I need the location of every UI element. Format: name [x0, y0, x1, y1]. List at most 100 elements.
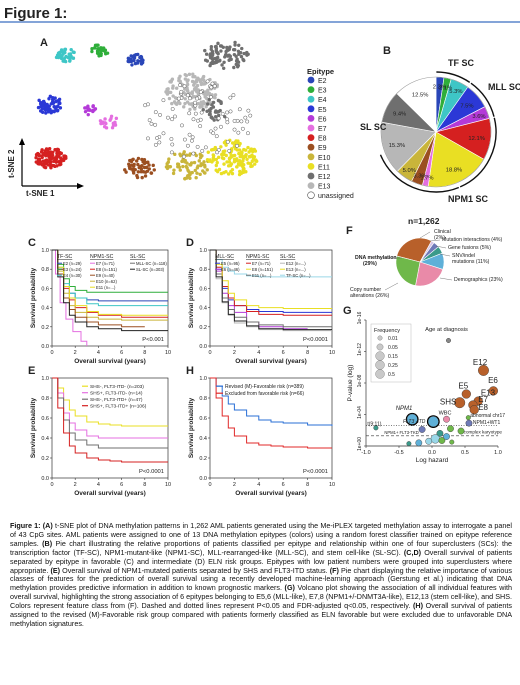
panD-curve-7	[210, 249, 332, 331]
feature-class-pie: DNA methylation(29%) Clinical(2%)Mutation…	[350, 229, 503, 299]
pie-f-label-6: Copy number	[350, 287, 381, 293]
tsne-point-e10	[195, 171, 199, 175]
tsne-point-e12	[232, 52, 237, 57]
tsne-point-e2	[130, 63, 134, 67]
tsne-point-e11	[226, 172, 231, 176]
tsne-point-e10	[205, 168, 209, 172]
tsne-point-e8	[53, 147, 57, 152]
panE-xtick-label: 6	[120, 482, 123, 488]
tsne-point-unassigned	[170, 107, 175, 111]
tsne-point-e12	[217, 59, 222, 63]
legend-swatch-e7	[307, 124, 315, 132]
tsne-point-unassigned	[153, 142, 158, 147]
tsne-point-e8	[47, 155, 52, 160]
tsne-point-e8	[40, 148, 44, 152]
tsne-point-unassigned	[179, 123, 184, 128]
group-tf-sc: TF SC	[448, 58, 474, 68]
tsne-point-e4	[69, 47, 73, 52]
tsne-point-e12	[223, 114, 227, 119]
tsne-point-unassigned	[227, 148, 232, 153]
pie-f-leader-1	[419, 231, 431, 239]
tsne-point-e13	[192, 81, 197, 85]
panC-curve-0	[52, 249, 88, 346]
volcano-point-0	[446, 338, 451, 343]
tsne-point-e12	[228, 57, 232, 62]
volcano-label-15: NPM1+ FLT3-TKD	[384, 430, 418, 435]
panh-legend-label-1: Excluded from favorable risk (n=66)	[225, 391, 304, 397]
tsne-point-unassigned	[166, 115, 170, 120]
legend-label-e10: E10	[318, 155, 331, 162]
legend-label-e6: E6	[318, 116, 327, 123]
volcano-label-13: complex karyotype	[464, 429, 503, 434]
panC-frame	[51, 249, 169, 347]
tsne-point-e12	[211, 100, 216, 105]
legend-label-e12: E12	[318, 174, 331, 181]
volcano-label-11: abnormal chr17	[470, 413, 505, 419]
legend-label-e4: E4	[318, 97, 327, 104]
figure-title: Figure 1:	[4, 5, 67, 22]
panD-frame	[209, 249, 333, 347]
panC-ytick-label: 0.8	[41, 267, 49, 273]
tsne-point-unassigned	[215, 150, 219, 155]
tsne-point-unassigned	[147, 118, 152, 123]
tsne-point-unassigned	[200, 148, 205, 153]
tsne-point-unassigned	[153, 122, 158, 127]
pie-f-slice-5	[415, 261, 444, 287]
tsne-point-e11	[230, 167, 235, 172]
panD-curve-0	[210, 249, 332, 278]
tsne-point-unassigned	[213, 126, 218, 131]
volcano-point-21	[415, 439, 423, 447]
pie-b-slice-label-1: 2.1%	[439, 86, 452, 92]
panC-ytick-label: 0.6	[41, 286, 49, 292]
panC-ytick-label: 1.0	[41, 248, 49, 254]
caption-f-label: (F)	[329, 565, 339, 575]
panD-xtick-label: 4	[257, 350, 260, 356]
tsne-point-e7	[99, 121, 103, 126]
tsne-point-unassigned	[228, 109, 233, 114]
tsne-point-e8	[61, 158, 66, 163]
tsne-point-e9	[129, 167, 134, 171]
tsne-point-e3	[90, 47, 94, 51]
tsne-point-e10	[172, 168, 176, 172]
pand-legend-header-1: NPM1-SC	[246, 254, 270, 260]
tsne-point-e8	[49, 150, 53, 154]
panE-ytick-label: 0.4	[41, 436, 49, 442]
volcano-label-2: E6	[488, 376, 498, 385]
pie-b-slice-label-2: 5.3%	[449, 89, 462, 95]
tsne-point-unassigned	[225, 139, 230, 144]
tsne-point-e12	[210, 53, 214, 58]
tsne-point-e12	[233, 40, 237, 45]
panE-curve-3	[52, 377, 168, 463]
panH-xtick-label: 2	[233, 482, 236, 488]
tsne-point-e6	[86, 104, 90, 108]
tsne-point-e8	[55, 151, 59, 155]
panc-legend-header-1: NPM1-SC	[90, 254, 114, 260]
tsne-point-e4	[56, 54, 61, 59]
volcano-point-16	[436, 430, 444, 437]
pand-legend-label-4: E11 (n=...)	[252, 273, 272, 278]
tsne-point-e12	[221, 66, 226, 71]
tsne-point-e11	[217, 167, 222, 172]
panC-xtick-label: 10	[165, 350, 171, 356]
tsne-point-e12	[241, 57, 245, 62]
tsne-point-e12	[220, 63, 224, 67]
tsne-point-e11	[214, 163, 219, 168]
tsne-point-e12	[214, 46, 219, 51]
pand-legend-label-7: TF-SC (n=...)	[286, 273, 311, 278]
tsne-xlabel: t-SNE 1	[26, 189, 55, 198]
tsne-point-e4	[68, 52, 73, 56]
tsne-point-e12	[238, 51, 243, 55]
panC-ytick-label: 0.4	[41, 306, 49, 312]
volcano-label-5: E13	[481, 389, 496, 398]
panH-curve-1	[210, 377, 332, 449]
pie-b-slice-label-8: 3.3%	[413, 174, 426, 180]
caption-cd-label: (C,D)	[403, 547, 422, 557]
tsne-point-e10	[198, 172, 202, 177]
figure-caption: Figure 1: (A) t-SNE plot of DNA methylat…	[10, 521, 512, 629]
volcano-point-23	[406, 441, 412, 447]
panH-frame	[209, 377, 333, 479]
tsne-point-e10	[198, 152, 202, 157]
volcano-label-3: E5	[458, 382, 468, 391]
pie-f-slice-0	[396, 237, 432, 263]
tsne-point-e3	[93, 46, 97, 50]
